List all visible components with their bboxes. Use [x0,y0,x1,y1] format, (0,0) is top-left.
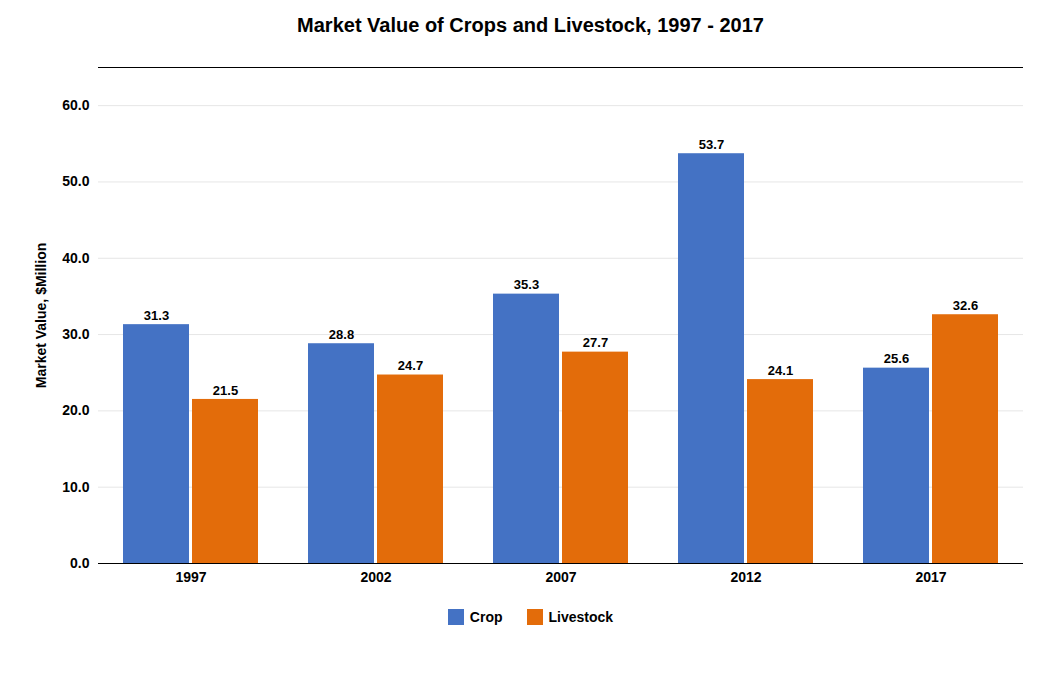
svg-text:2017: 2017 [915,569,946,585]
html-text:Livestock: Livestock [548,609,614,625]
svg-text:10.0: 10.0 [62,479,89,495]
svg-text:32.6: 32.6 [953,298,978,313]
svg-text:50.0: 50.0 [62,173,89,189]
svg-text:1997: 1997 [175,569,206,585]
svg-text:28.8: 28.8 [329,327,354,342]
svg-text:20.0: 20.0 [62,402,89,418]
svg-text:53.7: 53.7 [699,137,724,152]
html-text:Market Value of Crops and Live: Market Value of Crops and Livestock, 199… [297,14,764,36]
svg-text:31.3: 31.3 [144,308,169,323]
svg-text:24.7: 24.7 [398,358,423,373]
svg-text:2002: 2002 [360,569,391,585]
svg-text:35.3: 35.3 [514,277,539,292]
svg-text:2007: 2007 [545,569,576,585]
svg-text:25.6: 25.6 [884,351,909,366]
svg-text:30.0: 30.0 [62,326,89,342]
html-text:Crop: Crop [469,609,503,625]
svg-text:40.0: 40.0 [62,250,89,266]
svg-text:27.7: 27.7 [583,335,608,350]
svg-text:21.5: 21.5 [213,383,238,398]
svg-text:0.0: 0.0 [70,555,90,571]
svg-text:2012: 2012 [730,569,761,585]
svg-text:24.1: 24.1 [768,363,793,378]
svg-text:60.0: 60.0 [62,97,89,113]
svg-text:Market Value, $Million: Market Value, $Million [33,243,49,389]
